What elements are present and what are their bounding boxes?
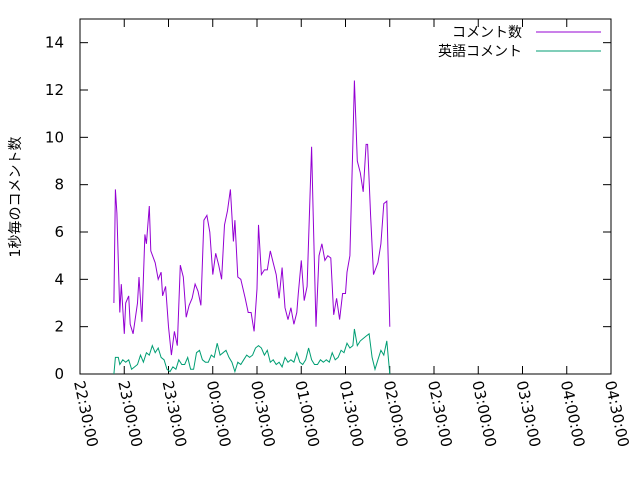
y-axis: 0 2 4 6 8 10 12 14 xyxy=(45,34,611,383)
x-tick-label: 01:00:00 xyxy=(291,379,323,449)
y-tick-label: 12 xyxy=(45,81,64,99)
x-tick-label: 23:30:00 xyxy=(159,379,191,449)
x-tick-label: 00:30:00 xyxy=(247,379,279,449)
x-axis: 22:30:00 23:00:00 23:30:00 00:00:00 00:30:00… xyxy=(70,19,633,449)
legend-label: 英語コメント xyxy=(438,43,522,60)
legend-label: コメント数 xyxy=(452,25,522,41)
series-line-english-comments xyxy=(113,328,391,375)
x-tick-label: 03:00:00 xyxy=(468,379,500,449)
x-tick-label: 04:30:00 xyxy=(601,379,633,449)
plot-frame xyxy=(79,18,612,375)
series-line-comments xyxy=(113,80,391,356)
x-tick-label: 04:00:00 xyxy=(557,379,589,449)
y-tick-label: 0 xyxy=(54,365,64,383)
plot-border xyxy=(79,18,612,375)
y-axis-label: 1秒毎のコメント数 xyxy=(8,137,24,258)
y-tick-label: 10 xyxy=(45,128,64,146)
y-tick-label: 8 xyxy=(54,176,64,194)
x-tick-label: 02:00:00 xyxy=(380,379,412,449)
x-tick-label: 03:30:00 xyxy=(513,379,545,449)
x-tick-label: 22:30:00 xyxy=(70,379,102,449)
series-layer xyxy=(113,80,391,375)
y-tick-label: 4 xyxy=(54,270,64,288)
y-tick-label: 2 xyxy=(54,318,64,336)
x-tick-label: 23:00:00 xyxy=(114,379,146,449)
y-tick-label: 14 xyxy=(45,34,64,52)
x-tick-label: 00:00:00 xyxy=(203,379,235,449)
y-tick-label: 6 xyxy=(54,223,64,241)
x-tick-label: 02:30:00 xyxy=(424,379,456,449)
x-tick-label: 01:30:00 xyxy=(336,379,368,449)
